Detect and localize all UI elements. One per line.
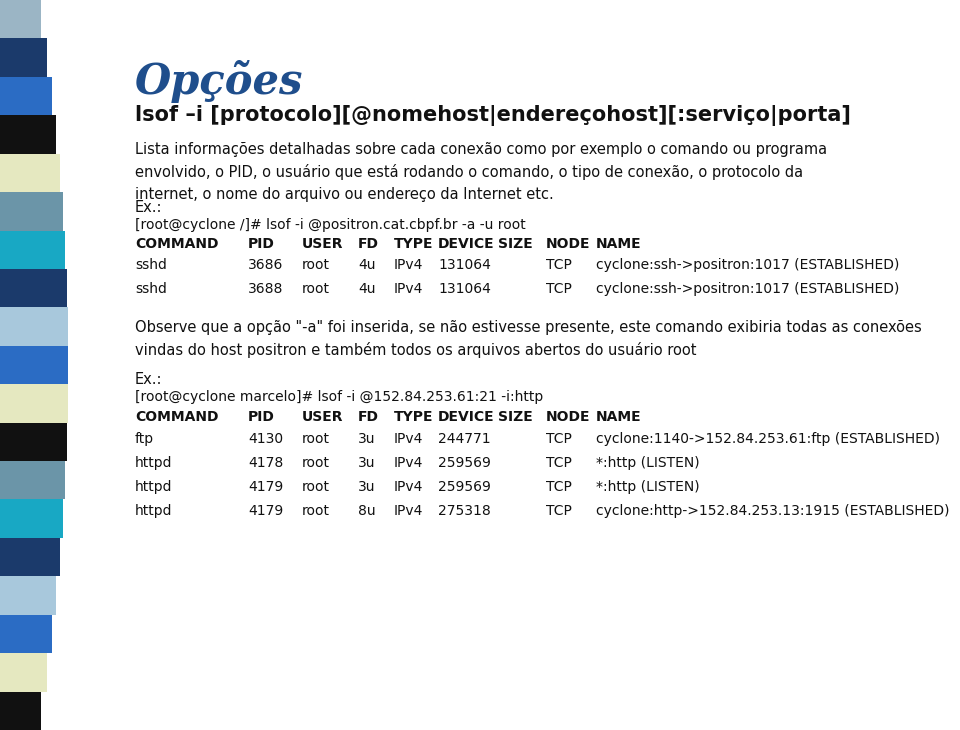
Bar <box>0 499 62 538</box>
Text: TYPE: TYPE <box>394 237 434 251</box>
Bar <box>0 538 60 576</box>
Text: cyclone:ssh->positron:1017 (ESTABLISHED): cyclone:ssh->positron:1017 (ESTABLISHED) <box>596 282 900 296</box>
Bar <box>0 653 46 691</box>
Text: Observe que a opção "-a" foi inserida, se não estivesse presente, este comando e: Observe que a opção "-a" foi inserida, s… <box>135 320 922 358</box>
Text: COMMAND: COMMAND <box>135 237 219 251</box>
Bar <box>0 615 52 653</box>
Text: httpd: httpd <box>135 480 173 494</box>
Text: DEVICE: DEVICE <box>438 410 494 424</box>
Text: NODE: NODE <box>546 237 590 251</box>
Text: IPv4: IPv4 <box>394 480 423 494</box>
Text: SIZE: SIZE <box>498 410 533 424</box>
Bar <box>0 346 68 384</box>
Bar <box>0 192 62 231</box>
Text: TCP: TCP <box>546 258 572 272</box>
Text: NAME: NAME <box>596 237 641 251</box>
Text: sshd: sshd <box>135 258 167 272</box>
Bar <box>0 384 67 423</box>
Bar <box>0 269 66 307</box>
Bar <box>0 77 52 115</box>
Text: FD: FD <box>358 410 379 424</box>
Text: TCP: TCP <box>546 432 572 446</box>
Text: TCP: TCP <box>546 456 572 470</box>
Text: root: root <box>302 504 330 518</box>
Text: 3688: 3688 <box>248 282 283 296</box>
Text: 4u: 4u <box>358 282 375 296</box>
Text: 3u: 3u <box>358 456 375 470</box>
Text: [root@cyclone /]# lsof -i @positron.cat.cbpf.br -a -u root: [root@cyclone /]# lsof -i @positron.cat.… <box>135 218 526 232</box>
Text: COMMAND: COMMAND <box>135 410 219 424</box>
Bar <box>0 461 65 499</box>
Bar <box>0 576 56 615</box>
Text: TCP: TCP <box>546 282 572 296</box>
Text: NODE: NODE <box>546 410 590 424</box>
Text: httpd: httpd <box>135 456 173 470</box>
Text: 4179: 4179 <box>248 504 283 518</box>
Text: cyclone:1140->152.84.253.61:ftp (ESTABLISHED): cyclone:1140->152.84.253.61:ftp (ESTABLI… <box>596 432 940 446</box>
Text: USER: USER <box>302 237 344 251</box>
Text: Ex.:: Ex.: <box>135 200 162 215</box>
Text: Lista informações detalhadas sobre cada conexão como por exemplo o comando ou pr: Lista informações detalhadas sobre cada … <box>135 142 828 201</box>
Text: 131064: 131064 <box>438 282 491 296</box>
Text: 131064: 131064 <box>438 258 491 272</box>
Text: PID: PID <box>248 410 275 424</box>
Text: cyclone:ssh->positron:1017 (ESTABLISHED): cyclone:ssh->positron:1017 (ESTABLISHED) <box>596 258 900 272</box>
Text: 4179: 4179 <box>248 480 283 494</box>
Text: root: root <box>302 282 330 296</box>
Text: root: root <box>302 456 330 470</box>
Text: NAME: NAME <box>596 410 641 424</box>
Text: 8u: 8u <box>358 504 375 518</box>
Bar <box>0 691 40 730</box>
Text: 3u: 3u <box>358 432 375 446</box>
Text: SIZE: SIZE <box>498 237 533 251</box>
Text: IPv4: IPv4 <box>394 456 423 470</box>
Text: DEVICE: DEVICE <box>438 237 494 251</box>
Text: IPv4: IPv4 <box>394 258 423 272</box>
Text: TYPE: TYPE <box>394 410 434 424</box>
Text: ftp: ftp <box>135 432 155 446</box>
Text: Ex.:: Ex.: <box>135 372 162 387</box>
Text: 259569: 259569 <box>438 480 491 494</box>
Text: FD: FD <box>358 237 379 251</box>
Bar <box>0 39 46 77</box>
Bar <box>0 0 40 39</box>
Text: 259569: 259569 <box>438 456 491 470</box>
Text: USER: USER <box>302 410 344 424</box>
Text: 3u: 3u <box>358 480 375 494</box>
Bar <box>0 423 66 461</box>
Text: *:http (LISTEN): *:http (LISTEN) <box>596 456 700 470</box>
Text: TCP: TCP <box>546 504 572 518</box>
Text: IPv4: IPv4 <box>394 282 423 296</box>
Text: 4u: 4u <box>358 258 375 272</box>
Text: root: root <box>302 480 330 494</box>
Bar <box>0 307 67 346</box>
Text: *:http (LISTEN): *:http (LISTEN) <box>596 480 700 494</box>
Text: root: root <box>302 258 330 272</box>
Text: cyclone:http->152.84.253.13:1915 (ESTABLISHED): cyclone:http->152.84.253.13:1915 (ESTABL… <box>596 504 949 518</box>
Text: 4178: 4178 <box>248 456 283 470</box>
Text: 275318: 275318 <box>438 504 491 518</box>
Text: 244771: 244771 <box>438 432 491 446</box>
Text: IPv4: IPv4 <box>394 432 423 446</box>
Text: Opções: Opções <box>135 60 303 103</box>
Text: lsof –i [protocolo][@nomehost|endereçohost][:serviço|porta]: lsof –i [protocolo][@nomehost|endereçoho… <box>135 105 851 126</box>
Text: PID: PID <box>248 237 275 251</box>
Text: 3686: 3686 <box>248 258 283 272</box>
Text: TCP: TCP <box>546 480 572 494</box>
Text: sshd: sshd <box>135 282 167 296</box>
Text: httpd: httpd <box>135 504 173 518</box>
Text: IPv4: IPv4 <box>394 504 423 518</box>
Text: 4130: 4130 <box>248 432 283 446</box>
Bar <box>0 231 65 269</box>
Bar <box>0 154 60 192</box>
Text: [root@cyclone marcelo]# lsof -i @152.84.253.61:21 -i:http: [root@cyclone marcelo]# lsof -i @152.84.… <box>135 390 543 404</box>
Text: root: root <box>302 432 330 446</box>
Bar <box>0 115 56 154</box>
